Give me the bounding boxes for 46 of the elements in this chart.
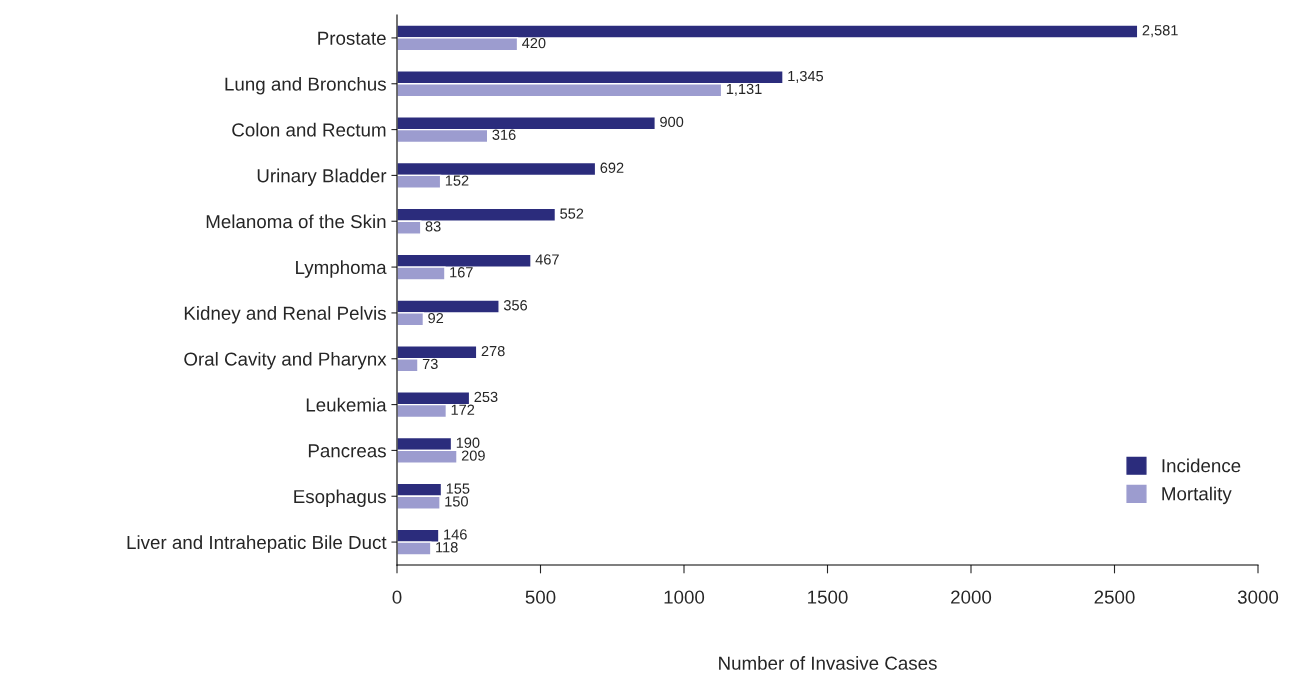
x-tick-label: 0	[392, 590, 402, 604]
data-label: 467	[535, 254, 559, 265]
data-label: 190	[456, 437, 480, 448]
x-tick-label: 1000	[664, 590, 705, 604]
y-tick-label: Prostate	[318, 31, 386, 45]
data-label: 278	[481, 345, 505, 357]
data-label: 150	[445, 496, 468, 507]
x-tick-label: 2000	[951, 590, 992, 604]
data-label: 316	[492, 129, 516, 140]
data-label: 552	[560, 208, 584, 219]
data-label: 900	[660, 116, 684, 128]
data-label: 253	[474, 391, 498, 403]
x-tick-label: 1500	[808, 590, 848, 604]
y-tick-label: Lung and Bronchus	[225, 76, 386, 95]
y-tick-label: Leukemia	[306, 397, 387, 412]
data-label: 146	[444, 529, 467, 540]
x-axis-title: Number of Invasive Cases	[719, 656, 937, 670]
data-label: 172	[451, 404, 475, 415]
data-label: 118	[436, 542, 458, 553]
data-label: 167	[450, 267, 473, 278]
data-label: 1,345	[788, 70, 824, 83]
x-tick-label: 3000	[1237, 590, 1279, 604]
y-tick-label: Pancreas	[308, 444, 386, 458]
legend-label: Mortality	[1162, 486, 1232, 505]
y-tick-label: Lymphoma	[296, 260, 387, 278]
y-tick-label: Urinary Bladder	[257, 168, 387, 187]
data-label: 152	[445, 175, 469, 186]
y-tick-label: Colon and Rectum	[232, 122, 386, 137]
x-tick-label: 2500	[1094, 590, 1135, 604]
y-tick-label: Kidney and Renal Pelvis	[184, 306, 386, 324]
data-label: 155	[446, 483, 470, 494]
data-label: 356	[503, 300, 528, 311]
data-label: 1,131	[726, 83, 762, 96]
y-tick-label: Melanoma of the Skin	[206, 214, 386, 229]
legend-label: Incidence	[1162, 458, 1241, 473]
y-tick-label: Oral Cavity and Pharynx	[184, 351, 387, 370]
data-label: 83	[425, 221, 441, 232]
data-label: 73	[422, 358, 438, 370]
data-label: 2,581	[1142, 25, 1178, 38]
y-tick-label: Esophagus	[294, 489, 386, 507]
x-tick-label: 500	[525, 590, 556, 604]
data-label: 92	[428, 312, 444, 324]
data-label: 420	[522, 37, 546, 49]
data-label: 209	[461, 450, 485, 461]
data-label: 692	[600, 162, 624, 173]
y-tick-label: Liver and Intrahepatic Bile Duct	[127, 535, 387, 553]
